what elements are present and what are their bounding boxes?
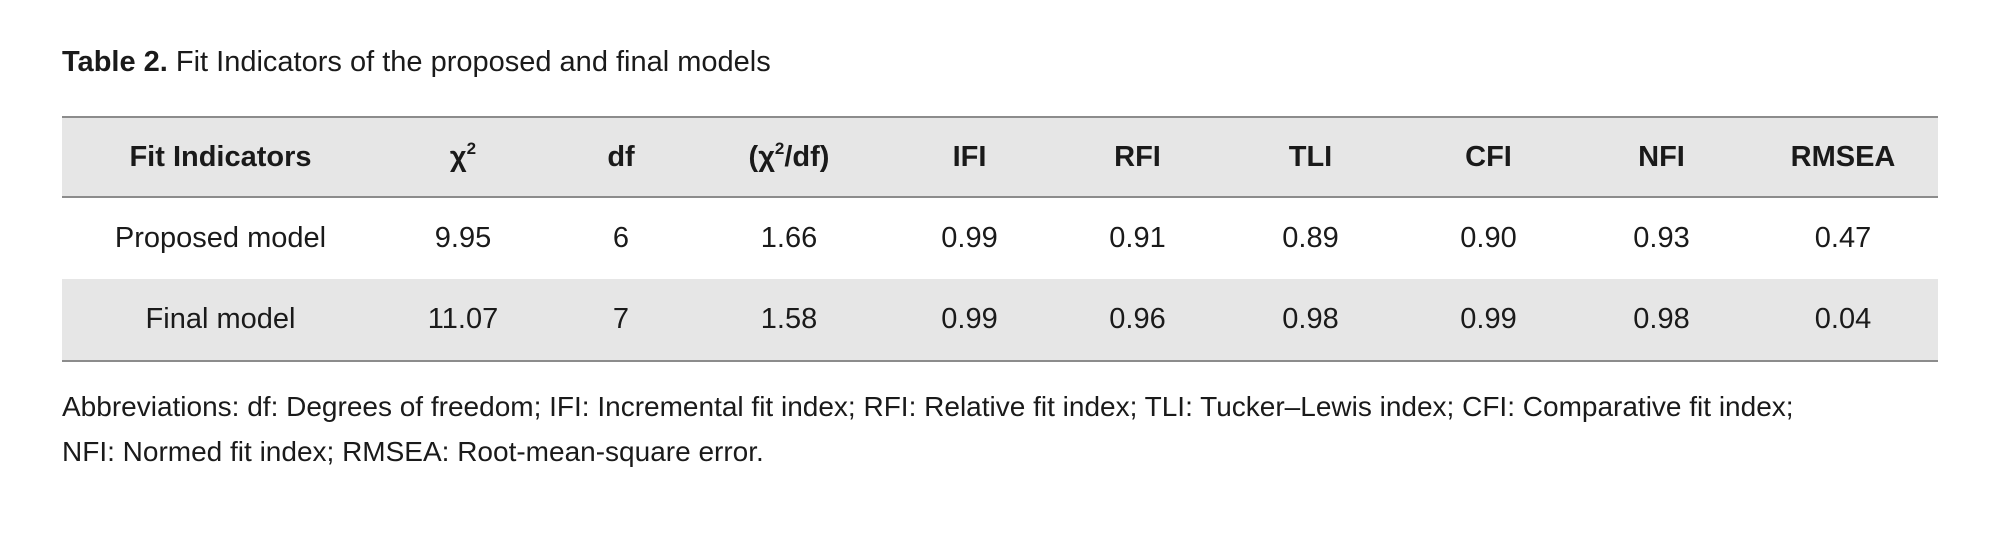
cell-tli: 0.89: [1282, 222, 1339, 254]
cell-df: 7: [547, 279, 695, 362]
cell-nfi: 0.93: [1633, 222, 1690, 254]
table-caption-label: Table 2.: [62, 46, 168, 78]
cell-ifi: 0.99: [941, 222, 998, 254]
cell-tli: 0.98: [1219, 279, 1402, 362]
footnote-line-2: NFI: Normed fit index; RMSEA: Root-mean-…: [62, 436, 764, 467]
table-caption: Table 2. Fit Indicators of the proposed …: [62, 44, 771, 80]
cell-ifi: 0.99: [883, 279, 1056, 362]
fit-indicators-table-container: Fit Indicators χ2 df (χ2/df) IFI RFI TLI…: [62, 116, 1938, 362]
cell-df: 6: [612, 222, 630, 254]
header-df: df: [547, 116, 695, 198]
cell-chi-square-over-df: 1.66: [760, 222, 818, 254]
header-rmsea: RMSEA: [1748, 116, 1938, 198]
cell-nfi: 0.98: [1575, 279, 1748, 362]
header-fit-indicators: Fit Indicators: [62, 116, 379, 198]
table-row-final-model: Final model 11.07 7 1.58 0.99 0.96 0.98 …: [62, 279, 1938, 362]
header-cfi: CFI: [1402, 116, 1575, 198]
header-ifi: IFI: [883, 116, 1056, 198]
footnote-line-1: Abbreviations: df: Degrees of freedom; I…: [62, 391, 1794, 422]
cell-cfi: 0.90: [1460, 222, 1517, 254]
cell-model-name: Final model: [62, 279, 379, 362]
header-rfi: RFI: [1056, 116, 1219, 198]
cell-rmsea: 0.47: [1814, 222, 1872, 254]
table-row-proposed-model: Proposed model 9.95 6 1.66 0.99 0.91 0.8…: [62, 197, 1938, 279]
table-caption-text: Fit Indicators of the proposed and final…: [167, 46, 771, 78]
cell-cfi: 0.99: [1402, 279, 1575, 362]
cell-chi-square: 11.07: [379, 279, 547, 362]
header-nfi: NFI: [1575, 116, 1748, 198]
table-footnote: Abbreviations: df: Degrees of freedom; I…: [62, 384, 1942, 474]
fit-indicators-table: Fit Indicators χ2 df (χ2/df) IFI RFI TLI…: [62, 116, 1938, 362]
table-header-row: Fit Indicators χ2 df (χ2/df) IFI RFI TLI…: [62, 116, 1938, 198]
cell-rfi: 0.91: [1109, 222, 1166, 254]
header-tli: TLI: [1219, 116, 1402, 198]
header-chi-square-over-df: (χ2/df): [695, 116, 883, 198]
cell-chi-square: 9.95: [434, 222, 492, 254]
cell-model-name: Proposed model: [114, 222, 327, 254]
cell-rmsea: 0.04: [1748, 279, 1938, 362]
cell-chi-square-over-df: 1.58: [695, 279, 883, 362]
cell-rfi: 0.96: [1056, 279, 1219, 362]
header-chi-square: χ2: [379, 116, 547, 198]
